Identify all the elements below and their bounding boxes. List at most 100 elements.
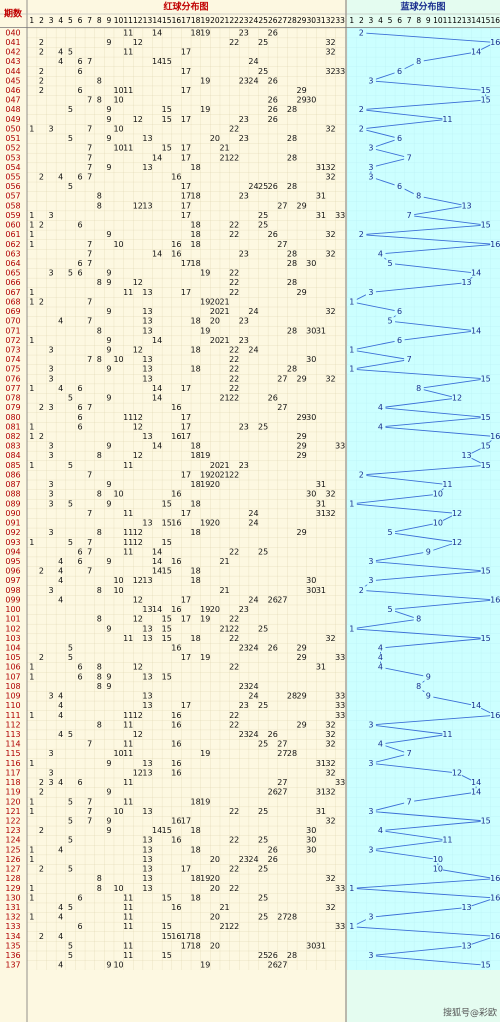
red-column-label: 14 xyxy=(152,16,162,25)
red-ball: 25 xyxy=(258,182,268,191)
issue: 130 xyxy=(5,893,20,902)
red-ball: 12 xyxy=(133,595,143,604)
red-column-label: 27 xyxy=(278,16,288,25)
issue: 069 xyxy=(5,307,20,316)
red-ball: 9 xyxy=(106,278,111,287)
red-ball: 2 xyxy=(39,432,44,441)
blue-ball: 2 xyxy=(359,124,364,133)
issue: 070 xyxy=(5,317,20,326)
issue: 099 xyxy=(5,595,20,604)
blue-label-bg xyxy=(356,586,367,595)
red-ball: 3 xyxy=(49,374,54,383)
red-ball: 17 xyxy=(181,817,191,826)
red-ball: 11 xyxy=(123,547,133,556)
blue-ball: 3 xyxy=(368,576,373,585)
blue-ball: 7 xyxy=(407,355,412,364)
red-ball: 1 xyxy=(29,845,34,854)
red-ball: 18 xyxy=(191,845,201,854)
red-ball: 15 xyxy=(162,672,172,681)
red-ball: 23 xyxy=(239,605,249,614)
red-ball: 19 xyxy=(200,326,210,335)
blue-label-bg xyxy=(385,317,396,326)
issue: 058 xyxy=(5,201,20,210)
red-ball: 4 xyxy=(58,576,63,585)
blue-label-bg xyxy=(480,221,491,230)
blue-ball: 16 xyxy=(490,38,500,47)
red-ball: 1 xyxy=(29,384,34,393)
red-ball: 30 xyxy=(306,576,316,585)
blue-ball: 16 xyxy=(490,874,500,883)
blue-label-bg xyxy=(365,76,376,85)
issue: 127 xyxy=(5,865,20,874)
red-ball: 21 xyxy=(219,297,229,306)
red-ball: 17 xyxy=(181,595,191,604)
red-ball: 17 xyxy=(181,941,191,950)
red-ball: 1 xyxy=(29,913,34,922)
issue: 119 xyxy=(5,788,20,797)
issue: 111 xyxy=(5,711,20,720)
red-column-label: 28 xyxy=(287,16,297,25)
issue: 049 xyxy=(5,115,20,124)
red-ball: 33 xyxy=(335,884,345,893)
red-ball: 30 xyxy=(306,326,316,335)
blue-ball: 16 xyxy=(490,932,500,941)
red-ball: 24 xyxy=(248,692,258,701)
blue-ball: 16 xyxy=(490,432,500,441)
blue-ball: 2 xyxy=(359,105,364,114)
blue-column-label: 16 xyxy=(490,16,500,25)
red-ball: 2 xyxy=(39,76,44,85)
issue: 112 xyxy=(5,720,20,729)
blue-ball: 5 xyxy=(387,317,392,326)
blue-ball: 11 xyxy=(442,480,452,489)
red-ball: 8 xyxy=(97,884,102,893)
red-ball: 13 xyxy=(142,326,152,335)
blue-ball: 14 xyxy=(471,788,481,797)
red-ball: 3 xyxy=(49,499,54,508)
red-ball: 3 xyxy=(49,124,54,133)
red-ball: 32 xyxy=(325,740,335,749)
red-ball: 33 xyxy=(335,711,345,720)
red-ball: 22 xyxy=(229,470,239,479)
red-ball: 17 xyxy=(181,48,191,57)
red-ball: 6 xyxy=(77,672,82,681)
red-ball: 8 xyxy=(97,326,102,335)
issue: 105 xyxy=(5,653,20,662)
red-ball: 9 xyxy=(106,480,111,489)
red-ball: 13 xyxy=(142,845,152,854)
red-ball: 3 xyxy=(49,403,54,412)
blue-column-label: 6 xyxy=(397,16,402,25)
red-ball: 25 xyxy=(258,547,268,556)
red-ball: 27 xyxy=(277,740,287,749)
red-ball: 10 xyxy=(113,884,123,893)
issue: 109 xyxy=(5,692,20,701)
red-ball: 16 xyxy=(171,817,181,826)
red-ball: 5 xyxy=(68,48,73,57)
blue-ball: 6 xyxy=(397,307,402,316)
red-ball: 21 xyxy=(219,144,229,153)
blue-label-bg xyxy=(490,932,500,941)
red-ball: 21 xyxy=(219,557,229,566)
red-ball: 10 xyxy=(113,240,123,249)
red-ball: 6 xyxy=(77,259,82,268)
blue-label-bg xyxy=(404,797,415,806)
blue-label-bg xyxy=(413,192,424,201)
red-ball: 32 xyxy=(325,48,335,57)
blue-ball: 9 xyxy=(426,547,431,556)
issue: 067 xyxy=(5,288,20,297)
red-ball: 15 xyxy=(162,499,172,508)
red-ball: 22 xyxy=(229,922,239,931)
red-ball: 7 xyxy=(87,144,92,153)
blue-label-bg xyxy=(471,326,482,335)
blue-label-bg xyxy=(490,38,500,47)
red-ball: 23 xyxy=(239,461,249,470)
red-ball: 16 xyxy=(171,249,181,258)
red-ball: 13 xyxy=(142,317,152,326)
issue: 110 xyxy=(5,701,20,710)
red-column-label: 6 xyxy=(78,16,83,25)
blue-label-bg xyxy=(442,115,453,124)
red-ball: 32 xyxy=(325,874,335,883)
red-ball: 26 xyxy=(268,730,278,739)
red-column-label: 11 xyxy=(123,16,133,25)
blue-column-label: 9 xyxy=(426,16,431,25)
issue: 074 xyxy=(5,355,20,364)
